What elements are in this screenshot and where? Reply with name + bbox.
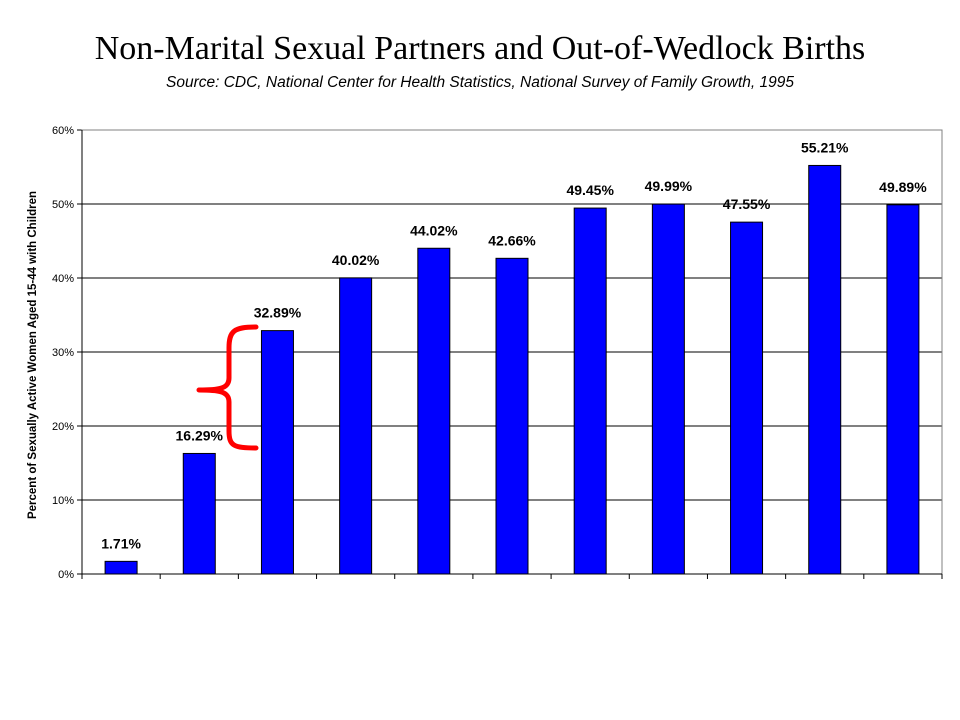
bar <box>808 164 842 575</box>
y-tick-label: 0% <box>58 569 74 581</box>
data-label: 49.99% <box>645 178 693 194</box>
chart-subtitle: Source: CDC, National Center for Health … <box>165 74 794 91</box>
axes: 0% 10% 20% 30% 40% 50% 60% <box>52 125 943 581</box>
bar <box>651 203 685 575</box>
y-tick-label: 10% <box>52 495 74 507</box>
bar <box>260 330 294 575</box>
bar <box>495 257 529 575</box>
data-label: 32.89% <box>254 305 302 321</box>
y-tick-label: 30% <box>52 347 74 359</box>
chart-title: Non-Marital Sexual Partners and Out-of-W… <box>94 30 866 67</box>
data-label: 49.89% <box>879 179 927 195</box>
data-labels: 1.71% 16.29% 32.89% 40.02% 44.02% 42.66% 49.45… <box>101 139 927 551</box>
data-label: 42.66% <box>488 232 536 248</box>
y-tick-label: 40% <box>52 273 74 285</box>
y-axis-label: Percent of Sexually Active Women Aged 15… <box>27 191 39 519</box>
bar <box>104 560 138 575</box>
y-tick-label: 60% <box>52 125 74 137</box>
bar <box>182 452 216 575</box>
bar <box>886 204 920 575</box>
curly-brace-annotation <box>196 324 259 451</box>
bar <box>730 221 764 575</box>
bar <box>573 207 607 575</box>
bar <box>339 277 373 575</box>
bar <box>417 247 451 575</box>
data-label: 1.71% <box>101 535 141 551</box>
y-tick-label: 20% <box>52 421 74 433</box>
data-label: 47.55% <box>723 196 771 212</box>
data-label: 49.45% <box>566 182 614 198</box>
bars <box>104 164 920 575</box>
data-label: 40.02% <box>332 252 380 268</box>
data-label: 16.29% <box>176 427 224 443</box>
data-label: 44.02% <box>410 222 458 238</box>
y-tick-label: 50% <box>52 199 74 211</box>
data-label: 55.21% <box>801 139 849 155</box>
